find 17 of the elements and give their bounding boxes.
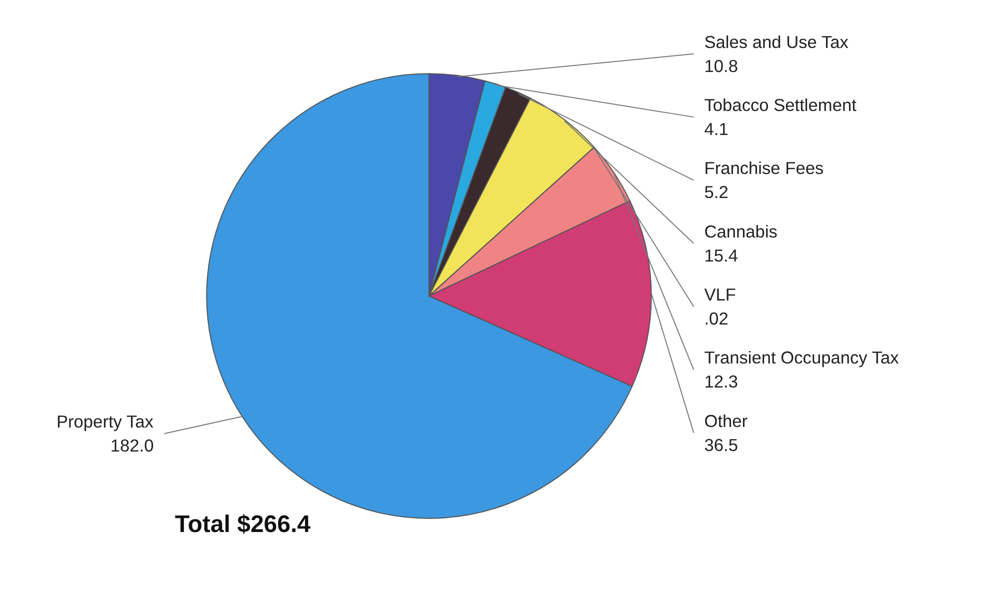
data-label: 4.1 (704, 119, 728, 140)
slice-label: Franchise Fees (704, 158, 824, 178)
data-label: 182.0 (110, 436, 154, 456)
slice-label: Other (704, 410, 748, 431)
data-label: 15.4 (704, 245, 738, 266)
slice-label: Tobacco Settlement (704, 95, 857, 116)
slice-label: Transient Occupancy Tax (704, 348, 900, 368)
slice-label: Cannabis (704, 221, 778, 242)
text: Total $266.4 (174, 511, 312, 538)
slice-label: Sales and Use Tax (704, 32, 849, 52)
slice-label: VLF (704, 284, 736, 305)
data-label: 10.8 (704, 56, 738, 76)
data-label: 12.3 (704, 372, 738, 392)
slice-label: Property Tax (56, 412, 154, 432)
data-label: 5.2 (704, 182, 728, 202)
data-label: 36.5 (704, 434, 738, 455)
data-label: .02 (704, 308, 728, 329)
